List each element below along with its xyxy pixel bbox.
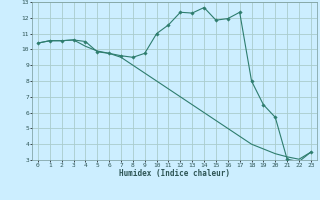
X-axis label: Humidex (Indice chaleur): Humidex (Indice chaleur) [119,169,230,178]
